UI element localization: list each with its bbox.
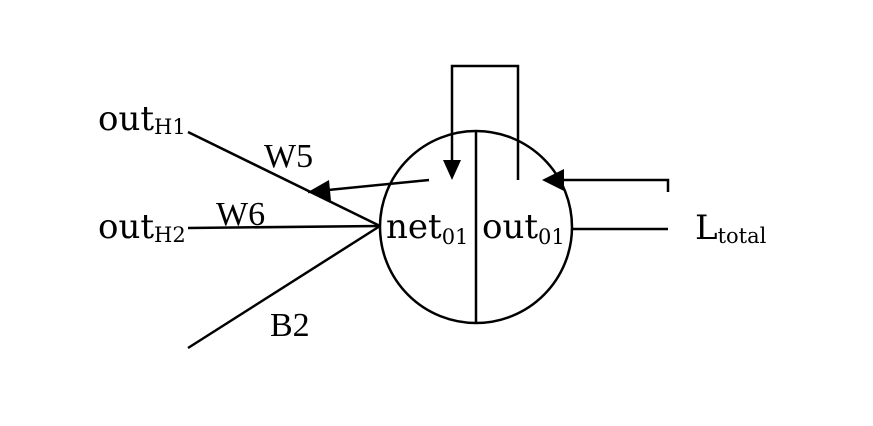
label-out01: out01 — [482, 207, 565, 249]
edge-bias-to-neuron — [187, 224, 381, 350]
label-out-h2: outH2 — [98, 207, 186, 247]
gradient-loop-out-to-net — [450, 64, 520, 180]
label-w6: W6 — [216, 196, 265, 233]
label-l-total: Ltotal — [695, 208, 767, 248]
edge-h1-to-neuron — [187, 130, 381, 228]
edge-h2-to-neuron — [187, 224, 381, 230]
gradient-arrow-loss-to-out — [562, 178, 670, 192]
gradient-arrowhead-out — [542, 169, 564, 191]
gradient-arrowhead-net — [443, 160, 461, 180]
gradient-arrowhead-w5 — [308, 180, 331, 201]
label-b2: B2 — [270, 307, 310, 344]
label-out-h1: outH1 — [98, 99, 186, 139]
label-net01: net01 — [386, 207, 468, 249]
label-w5: W5 — [264, 138, 313, 175]
